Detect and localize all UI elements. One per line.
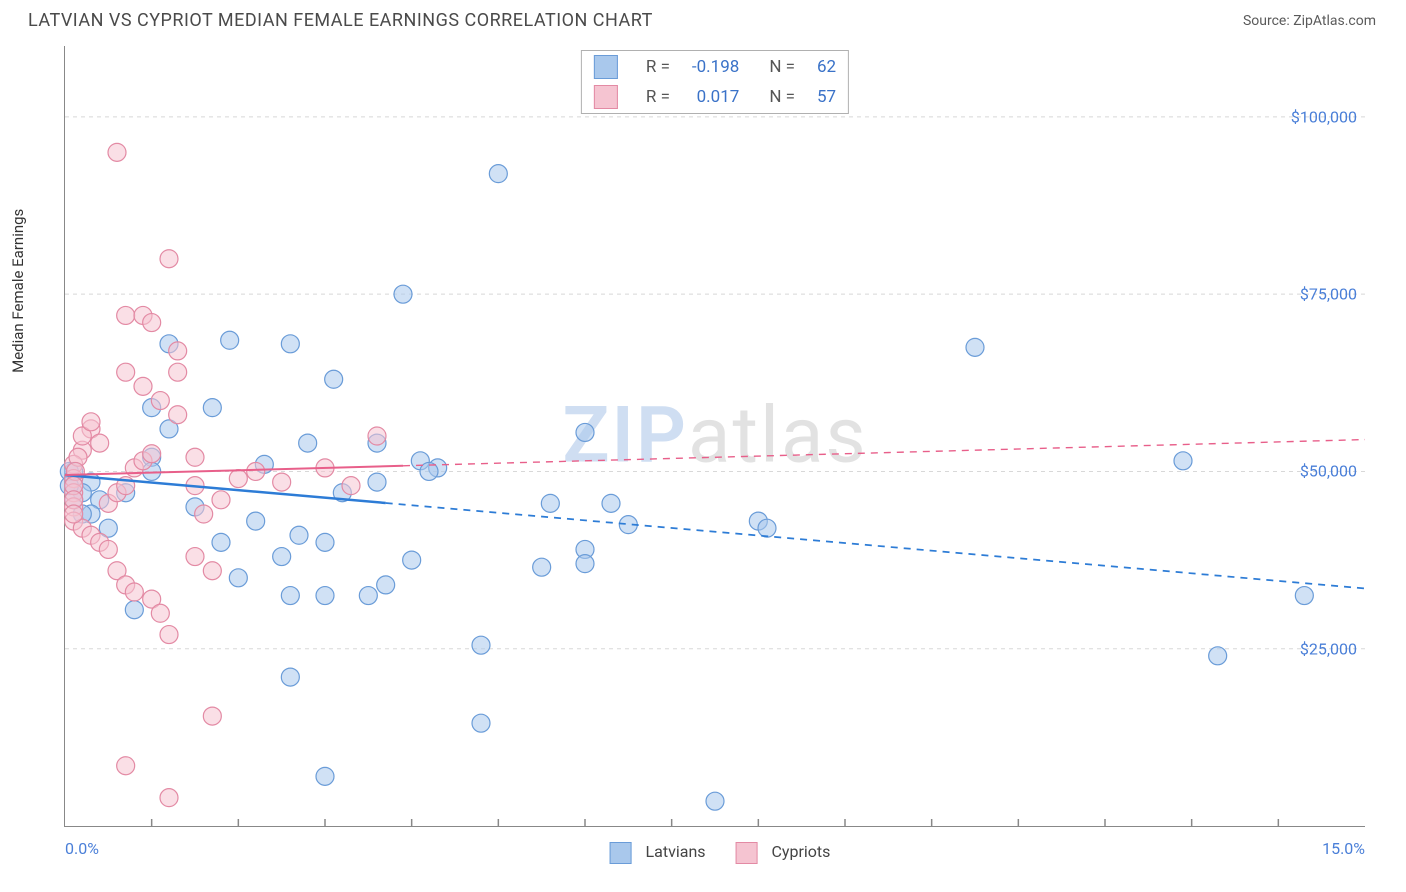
stat-r-value: 0.017 [682,83,749,111]
stat-r-label: R = [636,83,680,111]
data-point [273,548,291,566]
stat-r-label: R = [636,53,680,81]
data-point [195,505,213,523]
data-point [82,413,100,431]
data-point [359,587,377,605]
legend-swatch [736,842,758,864]
data-point [108,143,126,161]
data-point [247,462,265,480]
data-point [125,601,143,619]
data-point [316,533,334,551]
chart-header: LATVIAN VS CYPRIOT MEDIAN FEMALE EARNING… [0,0,1406,37]
y-tick-label: $75,000 [1300,285,1357,304]
stats-legend: R =-0.198N =62 R =0.017N =57 [581,50,849,114]
series-legend: Latvians Cypriots [590,842,841,864]
data-point [143,314,161,332]
data-point [117,363,135,381]
data-point [160,250,178,268]
data-point [758,519,776,537]
data-point [117,757,135,775]
data-point [706,792,724,810]
legend-swatch [610,842,632,864]
data-point [299,434,317,452]
legend-swatch [594,85,618,109]
data-point [290,526,308,544]
data-point [212,491,230,509]
data-point [143,445,161,463]
data-point [602,494,620,512]
legend-item: Latvians [600,842,706,861]
stat-r-value: -0.198 [682,53,749,81]
trend-line-dashed [386,503,1365,588]
data-point [169,342,187,360]
data-point [377,576,395,594]
data-point [273,473,291,491]
data-point [316,767,334,785]
data-point [533,558,551,576]
y-tick-label: $100,000 [1291,107,1357,126]
data-point [229,569,247,587]
data-point [65,505,83,523]
y-axis-label: Median Female Earnings [9,209,27,373]
data-point [1209,647,1227,665]
x-tick-label: 0.0% [65,839,99,858]
stat-n-label: N = [751,83,805,111]
data-point [203,707,221,725]
data-point [472,714,490,732]
legend-item: Cypriots [726,842,831,861]
data-point [368,473,386,491]
trend-line-dashed [403,440,1365,466]
data-point [212,533,230,551]
data-point [125,583,143,601]
data-point [134,377,152,395]
data-point [576,423,594,441]
plot-area: ZIPatlas $25,000$50,000$75,000$100,0000.… [64,46,1365,827]
data-point [160,789,178,807]
data-point [394,285,412,303]
data-point [541,494,559,512]
data-point [169,406,187,424]
data-point [281,587,299,605]
data-point [186,448,204,466]
data-point [117,306,135,324]
data-point [472,636,490,654]
data-point [966,338,984,356]
data-point [151,392,169,410]
data-point [186,548,204,566]
data-point [1174,452,1192,470]
data-point [281,668,299,686]
legend-swatch [594,55,618,79]
data-point [160,626,178,644]
chart-source: Source: ZipAtlas.com [1243,13,1376,29]
y-tick-label: $25,000 [1300,639,1357,658]
data-point [99,540,117,558]
data-point [247,512,265,530]
data-point [151,604,169,622]
stat-n-label: N = [751,53,805,81]
y-tick-label: $50,000 [1300,462,1357,481]
data-point [169,363,187,381]
data-point [221,331,239,349]
data-point [342,477,360,495]
chart-title: LATVIAN VS CYPRIOT MEDIAN FEMALE EARNING… [28,10,653,31]
data-point [203,562,221,580]
data-point [325,370,343,388]
data-point [316,587,334,605]
data-point [281,335,299,353]
stat-n-value: 62 [807,53,846,81]
data-point [1295,587,1313,605]
data-point [368,427,386,445]
data-point [403,551,421,569]
data-point [489,165,507,183]
data-point [91,434,109,452]
chart-container: Median Female Earnings ZIPatlas $25,000$… [28,46,1378,846]
data-point [203,399,221,417]
stat-n-value: 57 [807,83,846,111]
x-tick-label: 15.0% [1322,839,1365,858]
data-point [576,555,594,573]
data-point [229,470,247,488]
